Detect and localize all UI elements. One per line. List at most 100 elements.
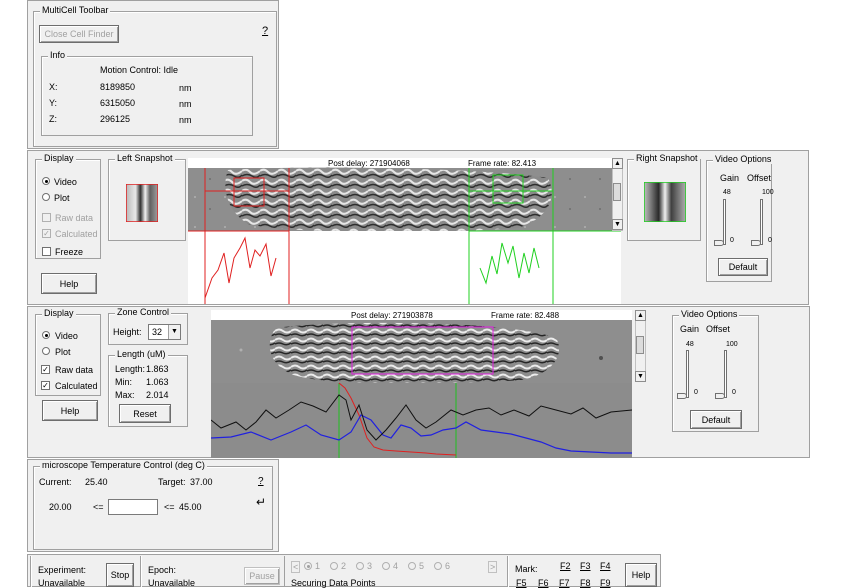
epoch-radio-5[interactable] [408, 562, 416, 570]
separator-3 [284, 556, 285, 587]
separator-2 [140, 556, 141, 587]
scroll-thumb-2[interactable] [636, 336, 644, 354]
y-value: 6315050 [100, 98, 136, 108]
epoch-radio-6[interactable] [434, 562, 442, 570]
epoch-radio-3[interactable] [356, 562, 364, 570]
min-value: 1.063 [146, 377, 169, 387]
f5-key[interactable]: F5 [516, 578, 527, 588]
f3-key[interactable]: F3 [580, 561, 591, 571]
video-options-group-1: Video Options [706, 154, 774, 282]
display-group-2: Display [35, 308, 101, 396]
epoch-label-4: 4 [393, 561, 399, 571]
max-value: 2.014 [146, 390, 169, 400]
target-value: 37.00 [190, 477, 213, 487]
scroll-up-2[interactable]: ▲ [635, 310, 646, 321]
x-value: 8189850 [100, 82, 136, 92]
y-unit: nm [179, 99, 192, 109]
prev-epoch-icon[interactable]: < [291, 561, 301, 573]
mark-label: Mark: [515, 564, 538, 574]
gain-slider-track-1[interactable] [723, 199, 726, 245]
multicell-toolbar-panel [27, 0, 279, 149]
experiment-label: Experiment: [38, 565, 87, 575]
plot-radio-2[interactable] [42, 347, 50, 355]
video-radio-1[interactable] [42, 177, 50, 185]
reset-button[interactable]: Reset [119, 404, 171, 423]
epoch-label-3: 3 [367, 561, 373, 571]
offset-max-1: 100 [762, 189, 774, 196]
raw-data-label-1: Raw data [55, 213, 94, 223]
scroll-thumb-1[interactable] [613, 183, 621, 201]
target-label: Target: [158, 477, 186, 487]
epoch-label-1: 1 [315, 561, 321, 571]
pause-button[interactable]: Pause [244, 567, 280, 585]
offset-min-1: 0 [768, 237, 772, 244]
epoch-radio-4[interactable] [382, 562, 390, 570]
f8-key[interactable]: F8 [580, 578, 591, 588]
temperature-help-button[interactable]: ? [258, 476, 264, 487]
f9-key[interactable]: F9 [600, 578, 611, 588]
f4-key[interactable]: F4 [600, 561, 611, 571]
status-text: Securing Data Points [291, 578, 376, 588]
video-strip-2[interactable]: Post delay: 271903878 Frame rate: 82.488 [211, 310, 632, 458]
raw-data-checkbox-1[interactable] [42, 213, 51, 222]
gain-slider-track-2[interactable] [686, 350, 689, 398]
next-epoch-icon[interactable]: > [488, 561, 498, 573]
video-options-title-2: Video Options [679, 309, 740, 319]
y-label: Y: [49, 98, 58, 108]
calculated-checkbox-2[interactable]: ✓ [41, 381, 50, 390]
default-button-1[interactable]: Default [718, 258, 768, 276]
scroll-down-1[interactable]: ▼ [612, 219, 623, 230]
offset-slider-2[interactable] [715, 393, 725, 399]
calculated-label-1: Calculated [55, 229, 98, 239]
post-delay-1: Post delay: 271904068 [328, 159, 410, 168]
gain-slider-1[interactable] [714, 240, 724, 246]
help-button-1[interactable]: Help [41, 273, 97, 294]
plot-radio-1[interactable] [42, 193, 50, 201]
help-button-2[interactable]: Help [42, 400, 98, 421]
toolbar-help-button[interactable]: ? [262, 25, 269, 37]
video-radio-2[interactable] [42, 331, 50, 339]
scroll-up-1[interactable]: ▲ [612, 158, 623, 169]
height-value: 32 [152, 327, 163, 337]
f6-key[interactable]: F6 [538, 578, 549, 588]
plot-label-1: Plot [54, 193, 70, 203]
offset-slider-track-2[interactable] [724, 350, 727, 398]
x-unit: nm [179, 83, 192, 93]
video-label-2: Video [55, 331, 78, 341]
right-snapshot-title: Right Snapshot [634, 153, 700, 163]
offset-slider-1[interactable] [751, 240, 761, 246]
enter-icon[interactable]: ↵ [256, 495, 267, 509]
calculated-label-2: Calculated [55, 381, 98, 391]
gain-max-2: 48 [686, 341, 694, 348]
post-delay-2: Post delay: 271903878 [351, 311, 433, 320]
epoch-radio-1[interactable] [304, 562, 312, 570]
max-temp-value: 45.00 [179, 502, 202, 512]
z-unit: nm [179, 115, 192, 125]
x-label: X: [49, 82, 58, 92]
bottom-help-button[interactable]: Help [625, 563, 657, 587]
video-strip-1[interactable]: Post delay: 271904068 Frame rate: 82.413 [188, 158, 621, 304]
chevron-down-icon[interactable]: ▼ [168, 325, 180, 339]
raw-data-checkbox-2[interactable]: ✓ [41, 365, 50, 374]
stop-button[interactable]: Stop [106, 563, 134, 587]
height-select[interactable]: 32 ▼ [148, 324, 181, 340]
epoch-radio-2[interactable] [330, 562, 338, 570]
f2-key[interactable]: F2 [560, 561, 571, 571]
f7-key[interactable]: F7 [559, 578, 570, 588]
epoch-label-5: 5 [419, 561, 425, 571]
default-button-2[interactable]: Default [690, 410, 742, 429]
height-label: Height: [113, 327, 142, 337]
toolbar-title: MultiCell Toolbar [40, 5, 111, 15]
gain-slider-2[interactable] [677, 393, 687, 399]
separator-2b [141, 556, 142, 587]
z-value: 296125 [100, 114, 131, 124]
offset-slider-track-1[interactable] [760, 199, 763, 245]
gain-min-2: 0 [694, 389, 698, 396]
close-cell-finder-button[interactable]: Close Cell Finder [39, 25, 119, 43]
scroll-down-2[interactable]: ▼ [635, 371, 646, 382]
temperature-target-input[interactable] [108, 499, 158, 515]
freeze-checkbox-1[interactable] [42, 247, 51, 256]
calculated-checkbox-1[interactable]: ✓ [42, 229, 51, 238]
current-value: 25.40 [85, 477, 108, 487]
length-label: Length: [115, 364, 146, 374]
